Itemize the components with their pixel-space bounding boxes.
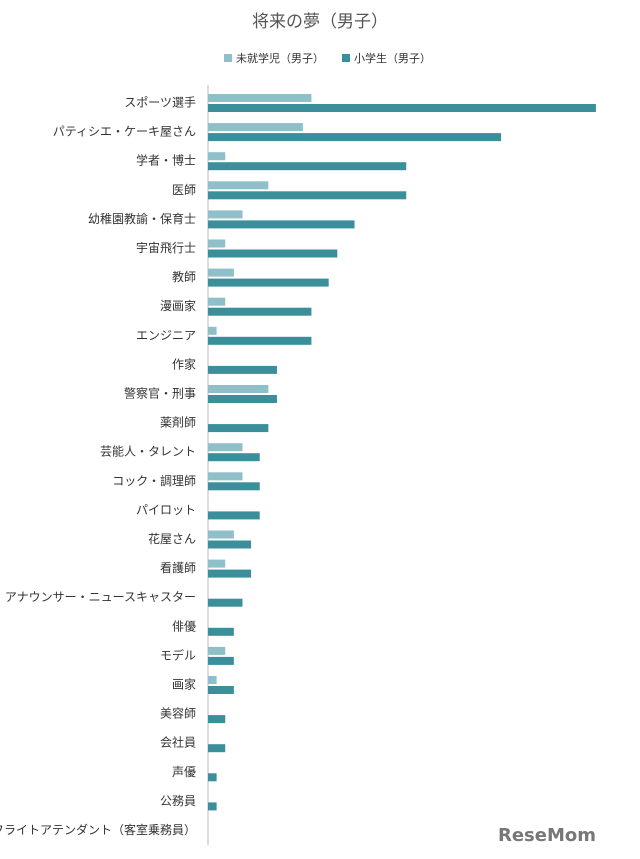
legend-label: 未就学児（男子） [236,51,324,65]
y-tick-label: 教師 [172,269,196,284]
y-tick-label: 警察官・刑事 [124,386,196,401]
bar [208,181,269,190]
bar [208,133,502,142]
chart-title: 将来の夢（男子） [252,12,388,32]
y-tick-label: 幼稚園教諭・保育士 [88,211,196,226]
bar [208,220,355,229]
bar [208,210,243,219]
y-tick-label: 看護師 [160,560,196,575]
bar [208,598,243,607]
legend-label: 小学生（男子） [354,51,431,65]
bar [208,424,269,433]
bar [208,569,252,578]
y-tick-label: フライトアテンダント（客室乗務員） [0,822,196,837]
y-tick-label: アナウンサー・ニュースキャスター [5,590,196,604]
bar [208,278,329,287]
y-tick-label: スポーツ選手 [124,96,196,110]
bar [208,191,407,200]
bar [208,744,226,753]
bar [208,656,234,665]
bar [208,326,217,335]
bar [208,268,234,277]
bar [208,511,260,520]
bar [208,627,234,636]
bar [208,773,217,782]
y-tick-label: モデル [160,647,196,662]
y-tick-label: 公務員 [160,794,196,808]
bar [208,482,260,491]
bar [208,395,277,403]
legend-swatch [224,54,232,62]
y-tick-label: 薬剤師 [160,415,196,430]
bar [208,104,596,112]
y-tick-label: 宇宙飛行士 [136,240,196,255]
legend-swatch [342,54,350,62]
y-tick-label: パティシエ・ケーキ屋さん [53,125,196,139]
y-tick-label: エンジニア [136,328,196,342]
bar [208,540,252,549]
y-tick-label: 花屋さん [148,531,196,546]
watermark: ReseMom [498,825,596,846]
y-tick-label: 会社員 [160,735,196,750]
bar [208,249,338,258]
y-tick-label: 作家 [172,356,196,371]
bar [208,715,226,724]
y-tick-label: コック・調理師 [112,474,196,488]
y-tick-label: 画家 [172,677,196,692]
bar [208,94,312,102]
y-tick-label: 俳優 [172,619,196,633]
bar [208,385,269,393]
bar [208,453,260,462]
bar [208,443,243,452]
bar [208,676,217,684]
bar [208,162,407,171]
bar [208,336,312,345]
bar [208,646,226,655]
bar [208,472,243,481]
y-tick-label: 学者・博士 [136,153,196,168]
bar [208,307,312,316]
y-tick-label: 声優 [172,765,196,779]
bar [208,152,226,161]
y-tick-label: 漫画家 [160,298,196,313]
y-tick-label: パイロット [136,503,196,517]
y-tick-label: 美容師 [160,706,196,721]
y-tick-label: 芸能人・タレント [100,445,196,459]
bar [208,297,226,306]
bar [208,365,277,374]
y-tick-label: 医師 [172,183,196,197]
bar [208,123,303,132]
bar [208,802,217,811]
bar [208,559,226,568]
bar [208,239,226,248]
bar [208,530,234,539]
bar [208,686,234,694]
